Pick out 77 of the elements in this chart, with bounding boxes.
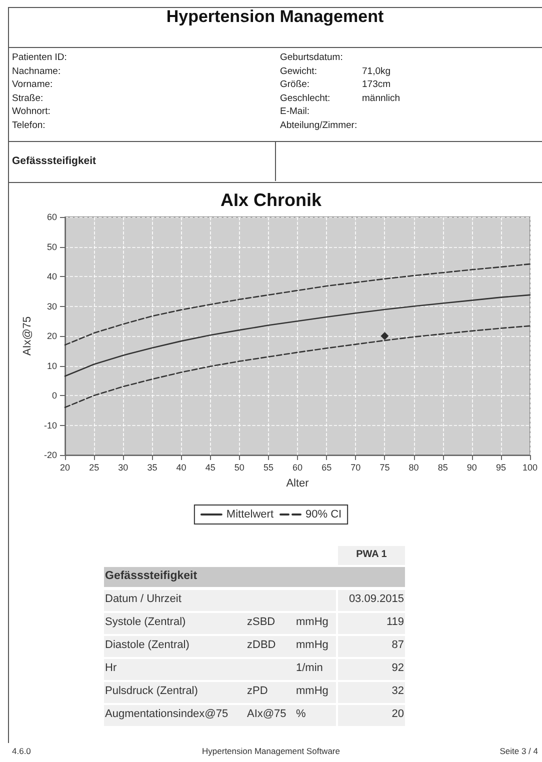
text: zPD bbox=[247, 685, 268, 697]
text: männlich bbox=[362, 92, 400, 104]
x-tick-label: 75 bbox=[380, 462, 390, 472]
text: mmHg bbox=[296, 616, 328, 628]
text: Abteilung/Zimmer: bbox=[280, 120, 358, 130]
text: Vorname: bbox=[12, 79, 53, 90]
text: Gefässsteifigkeit bbox=[105, 570, 198, 582]
y-tick-label: 10 bbox=[46, 360, 57, 371]
x-tick-label: 50 bbox=[234, 462, 244, 472]
line-series bbox=[64, 294, 531, 377]
text: Größe: bbox=[280, 79, 310, 90]
text: Hypertension Management Software bbox=[202, 746, 340, 756]
y-tick-label: 20 bbox=[46, 331, 57, 341]
x-tick-label: 90 bbox=[466, 462, 477, 472]
x-tick-label: 70 bbox=[350, 462, 361, 472]
text: 20 bbox=[390, 708, 404, 720]
text: 1/min bbox=[296, 662, 323, 674]
text: 119 bbox=[385, 616, 404, 628]
text: zSBD bbox=[247, 616, 276, 628]
text: Gewicht: bbox=[280, 66, 317, 76]
line-series bbox=[64, 325, 531, 408]
text: Diastole (Zentral) bbox=[105, 639, 190, 651]
x-tick-label: 80 bbox=[408, 462, 419, 472]
text: Patienten ID: bbox=[12, 52, 67, 63]
x-tick-label: 85 bbox=[438, 462, 448, 472]
y-tick-label: 60 bbox=[46, 212, 57, 222]
text: 71,0kg bbox=[362, 66, 391, 76]
x-tick-label: 40 bbox=[176, 462, 186, 472]
x-tick-label: 25 bbox=[89, 462, 100, 472]
y-tick-label: -10 bbox=[44, 420, 57, 430]
text: 87 bbox=[390, 639, 404, 651]
text: 32 bbox=[390, 685, 404, 697]
text: 173cm bbox=[362, 79, 391, 90]
legend-label: Mittelwert bbox=[226, 508, 274, 520]
text: Wohnort: bbox=[12, 106, 50, 117]
x-tick-label: 55 bbox=[263, 462, 274, 472]
text: Systole (Zentral) bbox=[105, 616, 186, 628]
text: PWA 1 bbox=[355, 549, 388, 560]
text: Telefon: bbox=[12, 120, 46, 130]
y-tick-label: 30 bbox=[46, 301, 57, 312]
text: AIx@75 bbox=[247, 708, 286, 720]
y-tick-label: -20 bbox=[44, 450, 57, 460]
x-tick-label: 60 bbox=[292, 462, 303, 472]
text: Geschlecht: bbox=[280, 92, 330, 104]
text: Datum / Uhrzeit bbox=[105, 593, 182, 605]
y-tick-label: 40 bbox=[46, 272, 57, 282]
text: zDBD bbox=[247, 639, 276, 651]
text: Hypertension Management bbox=[165, 7, 385, 27]
x-tick-label: 45 bbox=[205, 462, 216, 472]
text: 4.6.0 bbox=[12, 746, 31, 756]
text: Gefässsteifigkeit bbox=[12, 155, 96, 167]
x-tick-label: 95 bbox=[496, 462, 506, 472]
text: Augmentationsindex@75 bbox=[105, 708, 228, 720]
chart-title: AIx Chronik bbox=[220, 190, 322, 210]
y-axis-title: AIx@75 bbox=[22, 316, 34, 356]
x-tick-label: 100 bbox=[522, 462, 538, 472]
y-tick-label: 0 bbox=[52, 390, 57, 400]
text: mmHg bbox=[296, 639, 328, 651]
x-axis-title: Alter bbox=[286, 478, 310, 490]
text: Pulsdruck (Zentral) bbox=[105, 685, 198, 697]
line-series bbox=[64, 263, 531, 346]
text: Nachname: bbox=[12, 66, 61, 76]
text: 92 bbox=[390, 662, 404, 674]
x-tick-label: 30 bbox=[118, 462, 128, 472]
text: % bbox=[296, 708, 306, 720]
y-tick-label: 50 bbox=[46, 242, 57, 252]
legend-label: 90% CI bbox=[305, 508, 342, 520]
x-tick-label: 20 bbox=[60, 462, 70, 472]
text: mmHg bbox=[296, 685, 328, 697]
text: E-Mail: bbox=[280, 106, 310, 117]
x-tick-label: 35 bbox=[147, 462, 158, 472]
text: Hr bbox=[105, 662, 117, 674]
text: Seite 3 / 4 bbox=[500, 746, 538, 756]
x-tick-label: 65 bbox=[322, 462, 332, 472]
text: Straße: bbox=[12, 92, 44, 104]
text: Geburtsdatum: bbox=[280, 52, 343, 63]
text: 03.09.2015 bbox=[348, 593, 404, 605]
